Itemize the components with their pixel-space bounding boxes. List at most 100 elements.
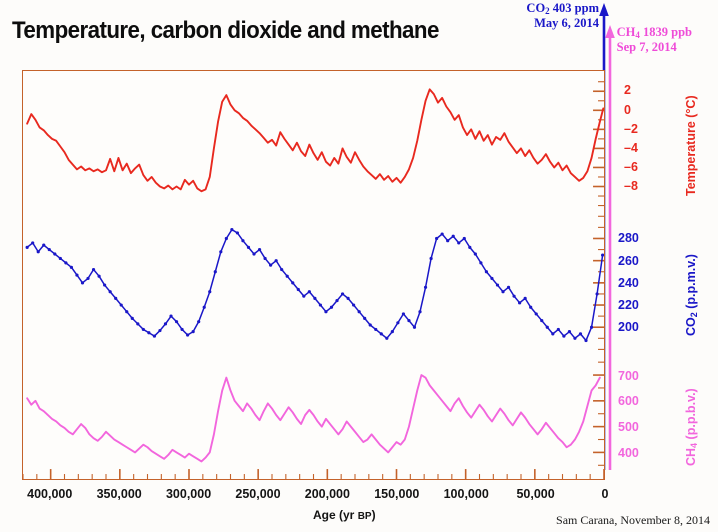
series-point-co2 <box>42 243 46 247</box>
series-point-co2 <box>141 327 145 332</box>
series-point-co2 <box>346 296 350 300</box>
series-point-co2 <box>335 299 339 303</box>
series-point-co2 <box>462 236 466 241</box>
series-point-co2 <box>589 325 594 329</box>
series-point-co2 <box>495 283 500 287</box>
annotation-ch4-line1: CH4 1839 ppb <box>616 25 692 40</box>
series-point-co2 <box>25 245 29 249</box>
plot-area <box>22 70 605 480</box>
temperature-tick-labels: 2 0 –2 –4 –6 –8 <box>624 70 658 210</box>
co2-tick-label: 240 <box>618 275 639 290</box>
series-point-co2 <box>47 247 51 252</box>
series-point-co2 <box>512 294 516 298</box>
temperature-tick-label: –6 <box>624 159 638 174</box>
series-point-co2 <box>257 247 262 252</box>
series-point-co2 <box>169 314 173 318</box>
temperature-tick-label: 0 <box>624 102 631 117</box>
series-point-co2 <box>191 330 195 334</box>
series-line-co2 <box>27 230 602 341</box>
y-axis-ticks <box>593 82 604 466</box>
series-point-co2 <box>313 296 317 300</box>
x-tick-label: 300,000 <box>165 487 212 501</box>
series-point-co2 <box>197 320 201 324</box>
x-tick-label: 200,000 <box>304 487 350 501</box>
series-point-co2 <box>158 328 162 333</box>
series-point-co2 <box>545 325 549 329</box>
series-point-co2 <box>446 239 450 243</box>
series-point-co2 <box>152 334 157 338</box>
series-point-co2 <box>136 322 140 326</box>
series-point-co2 <box>540 318 544 323</box>
annotation-ch4-modern: CH4 1839 ppb Sep 7, 2014 <box>616 25 692 54</box>
series-line-temperature <box>27 89 603 191</box>
x-tick-label: 350,000 <box>96 487 142 501</box>
series-point-co2 <box>186 333 190 337</box>
series-point-co2 <box>357 310 361 314</box>
ch4-tick-label: 700 <box>618 368 639 383</box>
co2-tick-labels: 280 260 240 220 200 <box>618 212 658 352</box>
series-point-co2 <box>36 250 40 254</box>
series-point-co2 <box>224 236 228 241</box>
series-point-co2 <box>479 261 483 265</box>
credit-text: Sam Carana, November 8, 2014 <box>556 513 710 527</box>
series-point-co2 <box>318 303 323 307</box>
series-point-co2 <box>64 261 68 265</box>
series-point-co2 <box>440 232 444 236</box>
series-point-co2 <box>457 241 461 245</box>
co2-tick-label: 260 <box>618 253 639 268</box>
temperature-tick-label: –8 <box>624 179 638 194</box>
series-point-co2 <box>529 305 533 309</box>
series-point-co2 <box>578 332 583 336</box>
series-point-co2 <box>125 310 129 314</box>
series-point-co2 <box>31 241 35 245</box>
series-point-co2 <box>385 336 389 340</box>
annotation-ch4-line2: Sep 7, 2014 <box>616 39 677 54</box>
series-point-co2 <box>340 292 345 296</box>
series-point-co2 <box>80 281 85 285</box>
series-point-co2 <box>58 256 62 261</box>
series-point-co2 <box>363 316 367 320</box>
series-point-co2 <box>473 252 477 256</box>
series-point-co2 <box>208 290 212 294</box>
series-point-co2 <box>130 316 134 320</box>
co2-tick-label: 220 <box>618 298 639 313</box>
series-point-co2 <box>213 270 217 274</box>
series-line-ch4 <box>27 375 600 461</box>
ch4-tick-labels: 700 600 500 400 <box>618 352 658 482</box>
series-point-co2 <box>484 270 489 274</box>
series-point-co2 <box>307 290 311 294</box>
series-point-co2 <box>274 259 278 263</box>
data-series-group <box>25 89 604 461</box>
series-point-co2 <box>584 338 588 343</box>
ch4-tick-label: 600 <box>618 394 639 409</box>
ch4-tick-label: 400 <box>618 446 639 461</box>
series-point-co2 <box>324 310 328 314</box>
series-point-co2 <box>352 303 356 307</box>
series-point-co2 <box>562 334 566 338</box>
series-point-co2 <box>219 250 223 254</box>
series-point-co2 <box>567 330 572 334</box>
series-point-co2 <box>551 332 555 336</box>
series-point-co2 <box>412 325 417 329</box>
series-point-co2 <box>103 283 107 287</box>
series-point-co2 <box>407 318 411 323</box>
series-point-co2 <box>490 276 494 281</box>
series-point-co2 <box>230 228 234 232</box>
annotation-co2-line2: May 6, 2014 <box>534 15 599 30</box>
annotation-co2-line1: CO2 403 ppm <box>526 1 599 16</box>
series-point-co2 <box>296 287 300 292</box>
series-point-co2 <box>163 322 168 326</box>
series-point-co2 <box>269 263 273 267</box>
co2-tick-label: 280 <box>618 231 639 246</box>
x-tick-label: 100,000 <box>443 487 489 501</box>
series-point-co2 <box>302 294 306 298</box>
series-point-co2 <box>601 253 604 257</box>
series-point-co2 <box>246 245 251 249</box>
annotation-co2-modern: CO2 403 ppm May 6, 2014 <box>526 1 599 30</box>
series-point-co2 <box>423 285 428 289</box>
series-point-co2 <box>235 231 240 235</box>
series-point-co2 <box>396 321 400 325</box>
series-point-co2 <box>75 273 79 277</box>
series-point-co2 <box>202 305 206 309</box>
